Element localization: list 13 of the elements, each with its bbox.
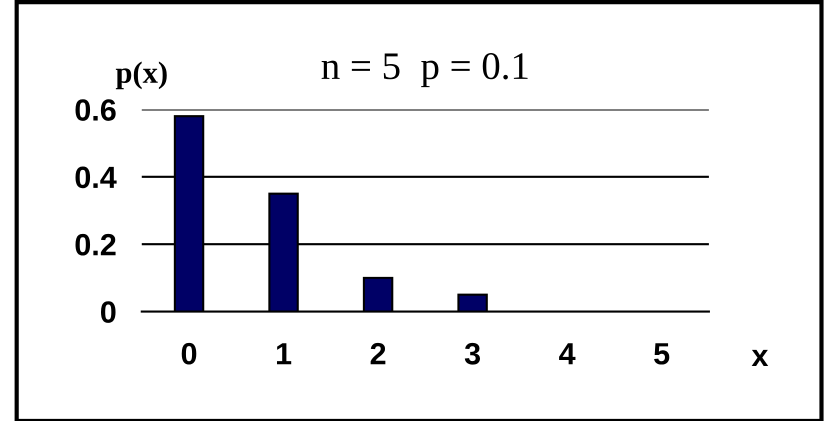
- x-tick-label: 5: [654, 343, 670, 365]
- y-tick-label: 0: [100, 301, 116, 323]
- x-tick-label: 2: [370, 342, 386, 364]
- x-tick-label: 0: [182, 342, 196, 365]
- y-axis-title: p(x): [116, 62, 167, 90]
- x-tick-label: 4: [559, 343, 576, 364]
- y-tick-label: 0.6: [76, 99, 116, 121]
- chart-title: n = 5 p = 0.1: [322, 53, 528, 88]
- x-tick-label: 3: [464, 342, 480, 365]
- x-tick-label: 1: [276, 343, 292, 364]
- y-tick-label: 0.4: [76, 166, 117, 188]
- y-tick-label: 0.2: [76, 234, 116, 256]
- x-axis-title: x: [752, 350, 768, 366]
